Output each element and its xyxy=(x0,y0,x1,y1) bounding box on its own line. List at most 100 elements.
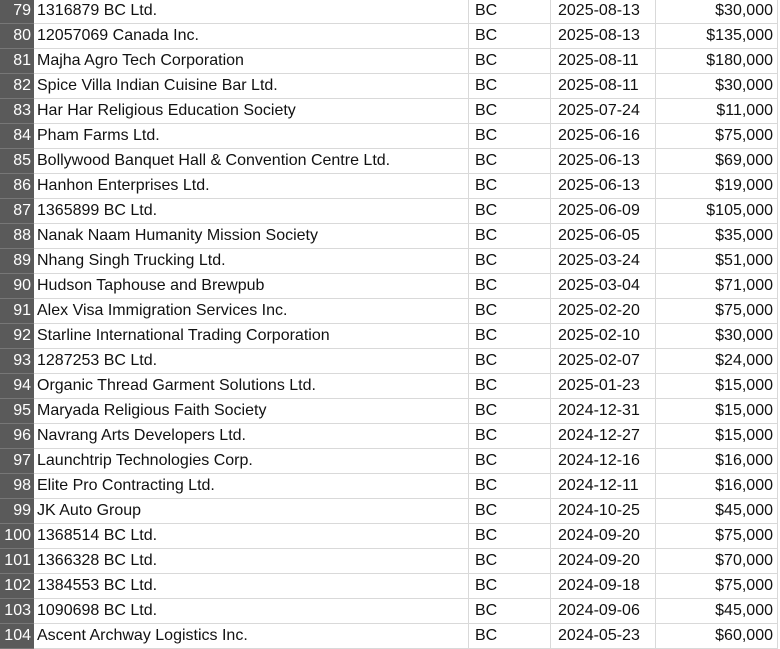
cell-date[interactable]: 2024-10-25 xyxy=(551,499,656,523)
row-header[interactable]: 103 xyxy=(0,599,34,624)
row-header[interactable]: 95 xyxy=(0,399,34,424)
cell-province[interactable]: BC xyxy=(469,299,551,323)
cell-province[interactable]: BC xyxy=(469,324,551,348)
cell-date[interactable]: 2025-02-20 xyxy=(551,299,656,323)
cell-date[interactable]: 2025-08-11 xyxy=(551,49,656,73)
cell-date[interactable]: 2025-06-13 xyxy=(551,149,656,173)
cell-date[interactable]: 2025-06-16 xyxy=(551,124,656,148)
row-header[interactable]: 100 xyxy=(0,524,34,549)
row-header[interactable]: 86 xyxy=(0,174,34,199)
cell-name[interactable]: Nanak Naam Humanity Mission Society xyxy=(34,224,469,248)
cell-name[interactable]: 1366328 BC Ltd. xyxy=(34,549,469,573)
row-header[interactable]: 88 xyxy=(0,224,34,249)
cell-name[interactable]: 1365899 BC Ltd. xyxy=(34,199,469,223)
cell-amount[interactable]: $19,000 xyxy=(656,174,778,198)
cell-amount[interactable]: $135,000 xyxy=(656,24,778,48)
row-header[interactable]: 92 xyxy=(0,324,34,349)
cell-province[interactable]: BC xyxy=(469,599,551,623)
cell-date[interactable]: 2025-08-13 xyxy=(551,24,656,48)
cell-province[interactable]: BC xyxy=(469,399,551,423)
cell-amount[interactable]: $51,000 xyxy=(656,249,778,273)
cell-amount[interactable]: $30,000 xyxy=(656,324,778,348)
cell-province[interactable]: BC xyxy=(469,49,551,73)
cell-amount[interactable]: $69,000 xyxy=(656,149,778,173)
row-header[interactable]: 97 xyxy=(0,449,34,474)
cell-date[interactable]: 2024-09-20 xyxy=(551,549,656,573)
cell-amount[interactable]: $75,000 xyxy=(656,574,778,598)
row-header[interactable]: 96 xyxy=(0,424,34,449)
cell-name[interactable]: Spice Villa Indian Cuisine Bar Ltd. xyxy=(34,74,469,98)
cell-amount[interactable]: $75,000 xyxy=(656,124,778,148)
cell-province[interactable]: BC xyxy=(469,174,551,198)
cell-name[interactable]: Starline International Trading Corporati… xyxy=(34,324,469,348)
cell-date[interactable]: 2025-06-13 xyxy=(551,174,656,198)
cell-date[interactable]: 2025-08-11 xyxy=(551,74,656,98)
cell-name[interactable]: Hanhon Enterprises Ltd. xyxy=(34,174,469,198)
cell-date[interactable]: 2024-09-06 xyxy=(551,599,656,623)
cell-amount[interactable]: $70,000 xyxy=(656,549,778,573)
cell-province[interactable]: BC xyxy=(469,224,551,248)
cell-amount[interactable]: $180,000 xyxy=(656,49,778,73)
row-header[interactable]: 94 xyxy=(0,374,34,399)
cell-name[interactable]: 12057069 Canada Inc. xyxy=(34,24,469,48)
cell-name[interactable]: Navrang Arts Developers Ltd. xyxy=(34,424,469,448)
cell-date[interactable]: 2025-06-05 xyxy=(551,224,656,248)
row-header[interactable]: 99 xyxy=(0,499,34,524)
cell-amount[interactable]: $11,000 xyxy=(656,99,778,123)
row-header[interactable]: 102 xyxy=(0,574,34,599)
cell-name[interactable]: Majha Agro Tech Corporation xyxy=(34,49,469,73)
cell-amount[interactable]: $71,000 xyxy=(656,274,778,298)
row-header[interactable]: 101 xyxy=(0,549,34,574)
cell-date[interactable]: 2025-03-24 xyxy=(551,249,656,273)
row-header[interactable]: 85 xyxy=(0,149,34,174)
cell-date[interactable]: 2025-02-07 xyxy=(551,349,656,373)
cell-name[interactable]: Alex Visa Immigration Services Inc. xyxy=(34,299,469,323)
cell-province[interactable]: BC xyxy=(469,574,551,598)
row-header[interactable]: 104 xyxy=(0,624,34,649)
row-header[interactable]: 93 xyxy=(0,349,34,374)
cell-amount[interactable]: $75,000 xyxy=(656,299,778,323)
cell-date[interactable]: 2024-05-23 xyxy=(551,624,656,648)
cell-province[interactable]: BC xyxy=(469,74,551,98)
cell-amount[interactable]: $30,000 xyxy=(656,74,778,98)
cell-name[interactable]: 1287253 BC Ltd. xyxy=(34,349,469,373)
cell-amount[interactable]: $45,000 xyxy=(656,499,778,523)
cell-name[interactable]: 1316879 BC Ltd. xyxy=(34,0,469,23)
row-header[interactable]: 89 xyxy=(0,249,34,274)
cell-name[interactable]: Elite Pro Contracting Ltd. xyxy=(34,474,469,498)
cell-province[interactable]: BC xyxy=(469,499,551,523)
row-header[interactable]: 81 xyxy=(0,49,34,74)
cell-province[interactable]: BC xyxy=(469,524,551,548)
cell-name[interactable]: Maryada Religious Faith Society xyxy=(34,399,469,423)
row-header[interactable]: 84 xyxy=(0,124,34,149)
cell-name[interactable]: 1384553 BC Ltd. xyxy=(34,574,469,598)
cell-province[interactable]: BC xyxy=(469,249,551,273)
cell-amount[interactable]: $75,000 xyxy=(656,524,778,548)
cell-amount[interactable]: $30,000 xyxy=(656,0,778,23)
cell-province[interactable]: BC xyxy=(469,549,551,573)
row-header[interactable]: 90 xyxy=(0,274,34,299)
cell-province[interactable]: BC xyxy=(469,199,551,223)
row-header[interactable]: 83 xyxy=(0,99,34,124)
cell-amount[interactable]: $35,000 xyxy=(656,224,778,248)
cell-province[interactable]: BC xyxy=(469,474,551,498)
cell-date[interactable]: 2025-02-10 xyxy=(551,324,656,348)
row-header[interactable]: 82 xyxy=(0,74,34,99)
cell-date[interactable]: 2025-03-04 xyxy=(551,274,656,298)
cell-amount[interactable]: $15,000 xyxy=(656,374,778,398)
cell-name[interactable]: Ascent Archway Logistics Inc. xyxy=(34,624,469,648)
cell-name[interactable]: 1368514 BC Ltd. xyxy=(34,524,469,548)
cell-date[interactable]: 2025-06-09 xyxy=(551,199,656,223)
cell-amount[interactable]: $16,000 xyxy=(656,474,778,498)
cell-date[interactable]: 2025-08-13 xyxy=(551,0,656,23)
cell-amount[interactable]: $16,000 xyxy=(656,449,778,473)
cell-date[interactable]: 2024-09-18 xyxy=(551,574,656,598)
row-header[interactable]: 98 xyxy=(0,474,34,499)
cell-province[interactable]: BC xyxy=(469,274,551,298)
cell-name[interactable]: Organic Thread Garment Solutions Ltd. xyxy=(34,374,469,398)
cell-name[interactable]: Launchtrip Technologies Corp. xyxy=(34,449,469,473)
cell-name[interactable]: JK Auto Group xyxy=(34,499,469,523)
cell-province[interactable]: BC xyxy=(469,99,551,123)
cell-province[interactable]: BC xyxy=(469,349,551,373)
cell-date[interactable]: 2025-01-23 xyxy=(551,374,656,398)
